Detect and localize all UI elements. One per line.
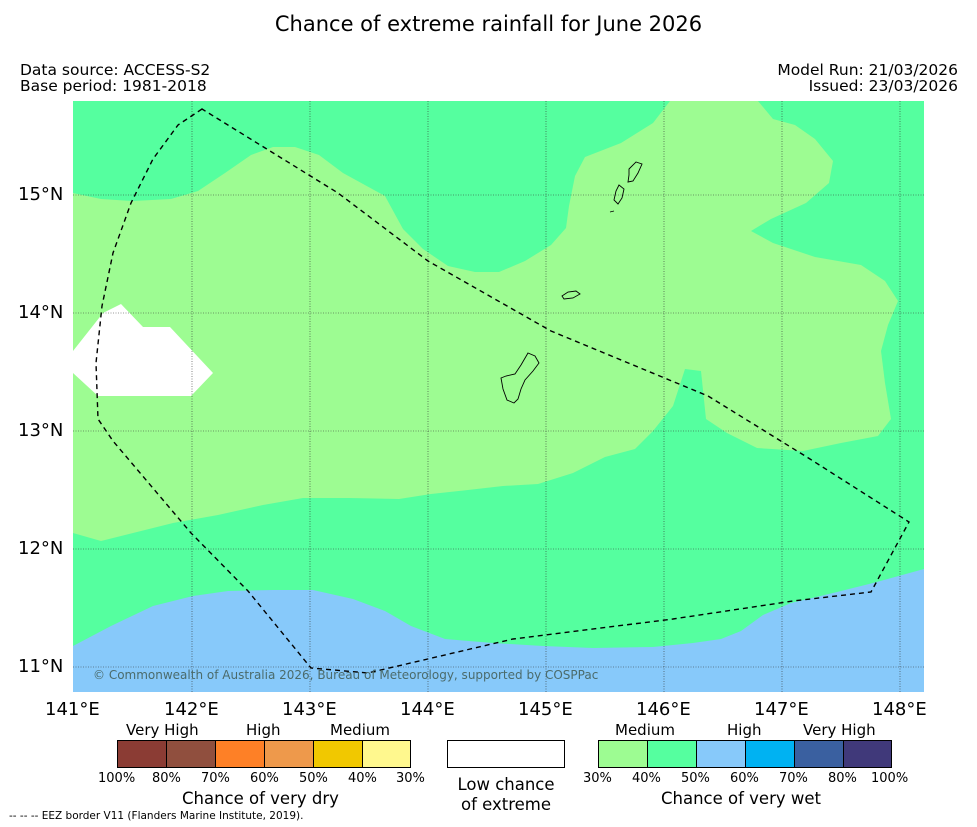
dry-swatch-40-50 [314,741,363,767]
dry-cat-medium: Medium [330,721,390,739]
dry-colorbar [117,740,411,768]
wet-swatch-30-40 [599,741,648,767]
dry-cat-very-high: Very High [126,721,199,739]
wet-swatch-80-100 [844,741,891,767]
lon-label-142e: 142°E [164,699,219,720]
rota-island [561,290,581,300]
band-40-50-region [73,101,898,541]
lon-label-144e: 144°E [400,699,455,720]
dry-cat-high: High [246,721,281,739]
wet-swatch-70-80 [795,741,844,767]
saipan-island [627,161,643,183]
low-chance-region [73,304,213,396]
tinian-island [613,184,625,205]
lon-label-145e: 145°E [518,699,573,720]
dry-tick-60: 60% [250,771,279,786]
band-60-70-region [73,569,924,692]
dry-tick-80: 80% [152,771,181,786]
wet-cat-medium: Medium [615,721,675,739]
lon-label-141e: 141°E [45,699,100,720]
eez-footnote: -- -- -- EEZ border V11 (Flanders Marine… [9,810,304,822]
low-chance-line2: of extreme [460,795,552,814]
lat-label-14n: 14°N [18,302,64,323]
wet-tick-50: 50% [681,771,710,786]
base-period-text: Base period: 1981-2018 [20,77,207,95]
islands [500,161,643,404]
wet-cat-high: High [727,721,762,739]
wet-tick-60: 60% [730,771,759,786]
dry-swatch-60-70 [216,741,265,767]
wet-tick-40: 40% [632,771,661,786]
wet-legend-title: Chance of very wet [661,789,821,808]
wet-swatch-50-60 [697,741,746,767]
rainfall-map: © Commonwealth of Australia 2026, Bureau… [73,101,924,692]
wet-swatch-60-70 [746,741,795,767]
map-title: Chance of extreme rainfall for June 2026 [274,12,703,36]
dry-tick-70: 70% [201,771,230,786]
dry-tick-100: 100% [98,771,136,786]
dry-swatch-70-80 [167,741,216,767]
lat-label-11n: 11°N [18,656,64,677]
wet-tick-30: 30% [583,771,612,786]
dry-tick-40: 40% [348,771,377,786]
issued-text: Issued: 23/03/2026 [808,77,958,95]
wet-tick-70: 70% [779,771,808,786]
lon-label-147e: 147°E [754,699,809,720]
model-run-text: Model Run: 21/03/2026 [777,61,958,79]
dry-swatch-50-60 [265,741,314,767]
lat-label-15n: 15°N [18,184,64,205]
guam-island [500,352,540,404]
eez-border [95,108,910,674]
wet-tick-100: 100% [871,771,909,786]
wet-swatch-40-50 [648,741,697,767]
low-chance-swatch [447,740,565,768]
graticule [73,101,924,692]
wet-cat-very-high: Very High [803,721,876,739]
low-chance-line1: Low chance [457,775,555,794]
aguijan-island [609,210,615,213]
wet-tick-80: 80% [828,771,857,786]
dry-legend-title: Chance of very dry [182,789,339,808]
wet-colorbar [598,740,892,768]
dry-swatch-80-100 [118,741,167,767]
copyright-text: © Commonwealth of Australia 2026, Bureau… [93,668,598,682]
lon-label-143e: 143°E [282,699,337,720]
lon-label-148e: 148°E [872,699,927,720]
lat-label-13n: 13°N [18,420,64,441]
lat-label-12n: 12°N [18,538,64,559]
dry-tick-30: 30% [396,771,425,786]
lon-label-146e: 146°E [636,699,691,720]
dry-swatch-30-40 [363,741,410,767]
data-source-text: Data source: ACCESS-S2 [20,61,211,79]
dry-tick-50: 50% [299,771,328,786]
